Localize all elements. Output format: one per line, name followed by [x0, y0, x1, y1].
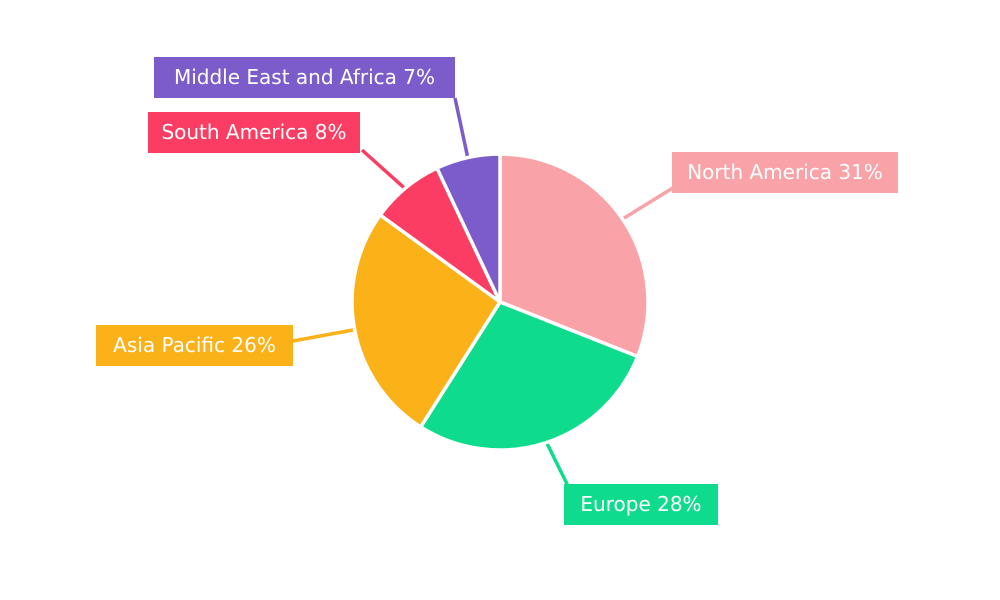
- leader-lines: [292, 97, 677, 491]
- pie-label-europe: Europe 28%: [564, 484, 718, 525]
- leader-line-middle-east-and-africa: [453, 97, 471, 164]
- pie-slice-europe: [418, 300, 640, 452]
- pie-slice-middle-east-and-africa: [435, 152, 502, 304]
- pie-label-north-america: North America 31%: [672, 152, 898, 193]
- leader-line-europe: [542, 436, 572, 491]
- pie-slice-north-america: [498, 152, 650, 359]
- pie-label-south-america: South America 8%: [148, 112, 360, 153]
- leader-line-asia-pacific: [292, 326, 361, 343]
- pie-slices: [350, 152, 650, 452]
- leader-line-north-america: [616, 184, 677, 224]
- pie-slice-asia-pacific: [350, 213, 502, 429]
- leader-line-south-america: [360, 148, 411, 194]
- pie-label-asia-pacific: Asia Pacific 26%: [96, 325, 293, 366]
- pie-label-middle-east-and-africa: Middle East and Africa 7%: [154, 57, 455, 98]
